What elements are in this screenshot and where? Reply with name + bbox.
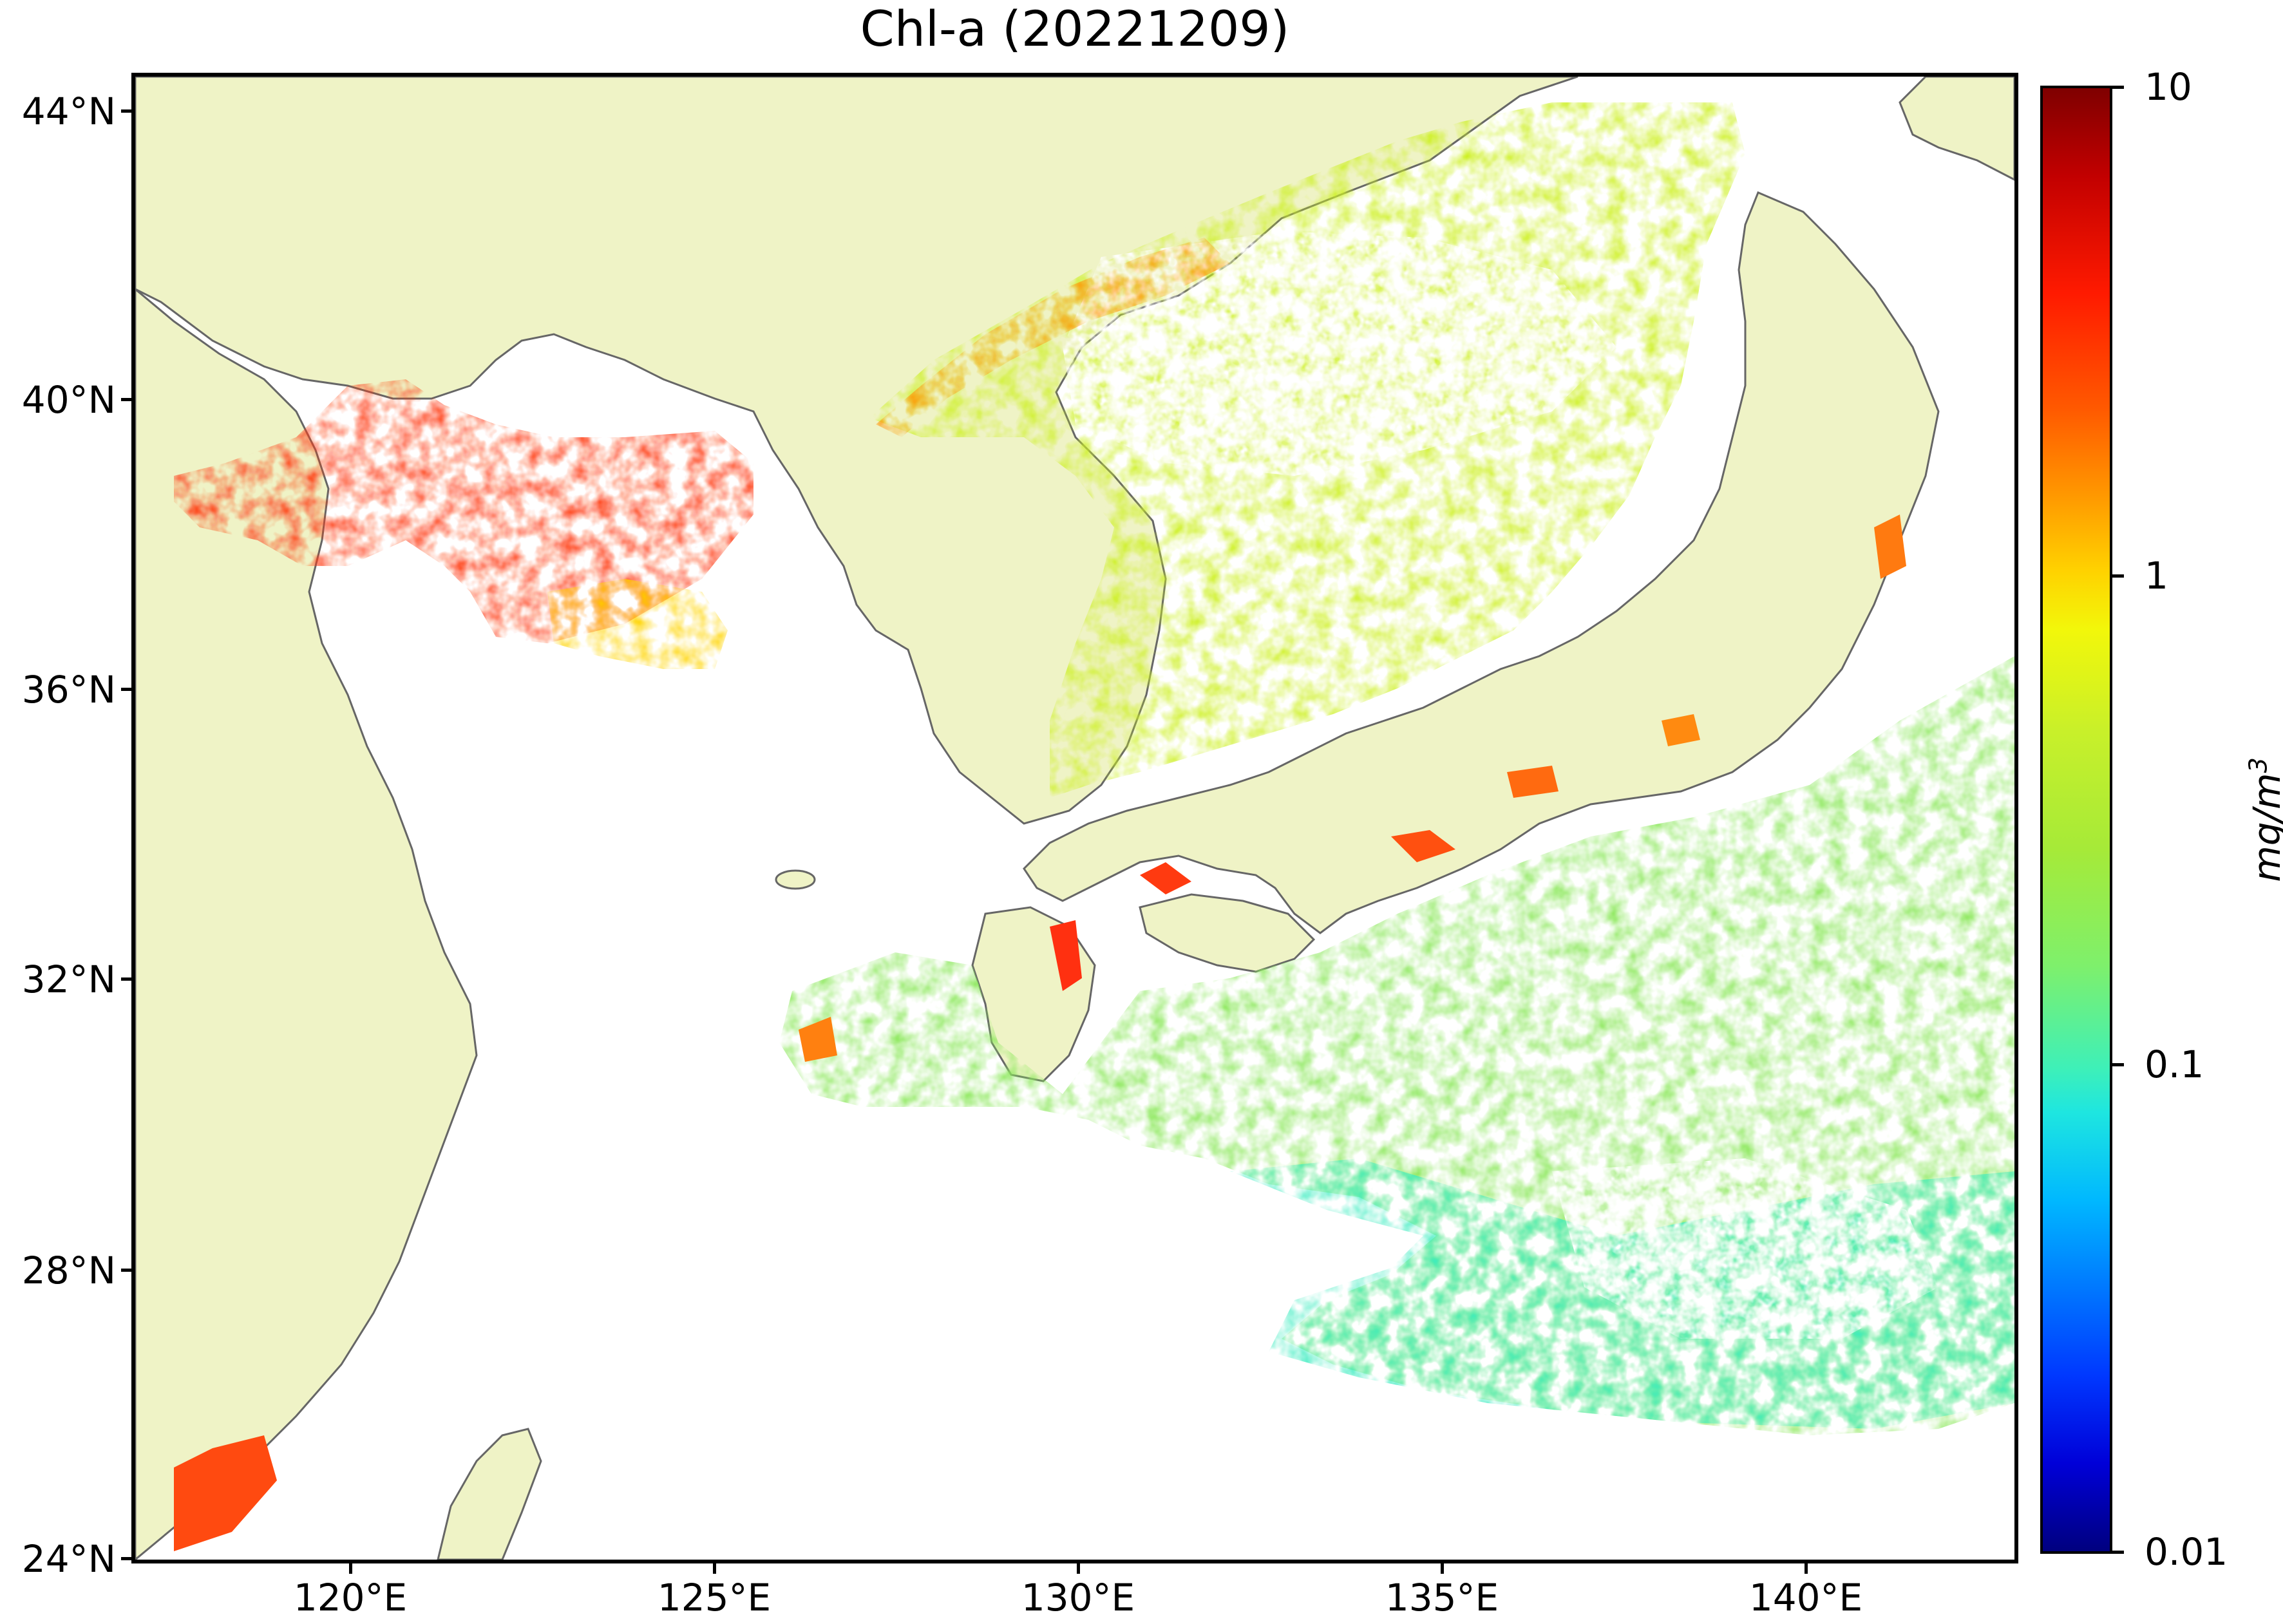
chl-korea-coast-orange [876, 238, 1230, 437]
colorbar-unit-label: mg/m3 [2244, 757, 2283, 882]
chl-eastsea-cloud [1063, 231, 1616, 476]
chl-yellowsea-yellow [547, 579, 728, 669]
lat-label-40: 40°N [21, 378, 116, 422]
chl-coastal-spots [174, 515, 1906, 1551]
lat-tick [121, 977, 131, 981]
lon-label-135: 135°E [1385, 1576, 1499, 1619]
cbar-label-10: 10 [2145, 65, 2192, 109]
land-japan-shikoku [1139, 893, 1316, 973]
lat-label-24: 24°N [21, 1537, 116, 1581]
lat-tick [121, 688, 131, 691]
lat-label-36: 36°N [21, 668, 116, 712]
land-taiwan [437, 1428, 542, 1560]
cbar-tick [2112, 1551, 2124, 1554]
lat-tick [121, 109, 131, 113]
lon-tick [713, 1563, 716, 1574]
colorbar [2040, 86, 2112, 1554]
map-title: Chl-a (20221209) [860, 0, 1290, 57]
land-japan-honshu [1023, 191, 1940, 934]
lon-label-120: 120°E [293, 1576, 408, 1619]
lon-tick [1441, 1563, 1444, 1574]
lon-label-125: 125°E [657, 1576, 772, 1619]
lon-label-140: 140°E [1748, 1576, 1863, 1619]
land-jeju [775, 869, 816, 890]
lon-tick [1805, 1563, 1808, 1574]
lat-tick [121, 398, 131, 401]
map-svg [135, 77, 2014, 1560]
lon-tick [1077, 1563, 1080, 1574]
unit-base: mg/m [2245, 773, 2283, 882]
chl-pacific-cloud [1552, 1158, 1938, 1339]
cbar-label-1: 1 [2145, 554, 2168, 598]
lat-label-44: 44°N [21, 90, 116, 133]
lat-tick [121, 1557, 131, 1560]
lon-tick [349, 1563, 352, 1574]
lat-tick [121, 1269, 131, 1272]
cbar-tick [2112, 574, 2124, 578]
unit-exponent: 3 [2244, 757, 2273, 773]
chl-bohai [174, 379, 753, 643]
cbar-label-0.1: 0.1 [2145, 1043, 2204, 1086]
lat-label-32: 32°N [21, 958, 116, 1001]
cbar-tick [2112, 86, 2124, 89]
map-panel [131, 73, 2018, 1563]
cbar-tick [2112, 1063, 2124, 1066]
cbar-label-0.01: 0.01 [2145, 1530, 2228, 1574]
lat-label-28: 28°N [21, 1249, 116, 1292]
lon-label-130: 130°E [1021, 1576, 1135, 1619]
land-japan-hokkaido [1899, 77, 2014, 181]
